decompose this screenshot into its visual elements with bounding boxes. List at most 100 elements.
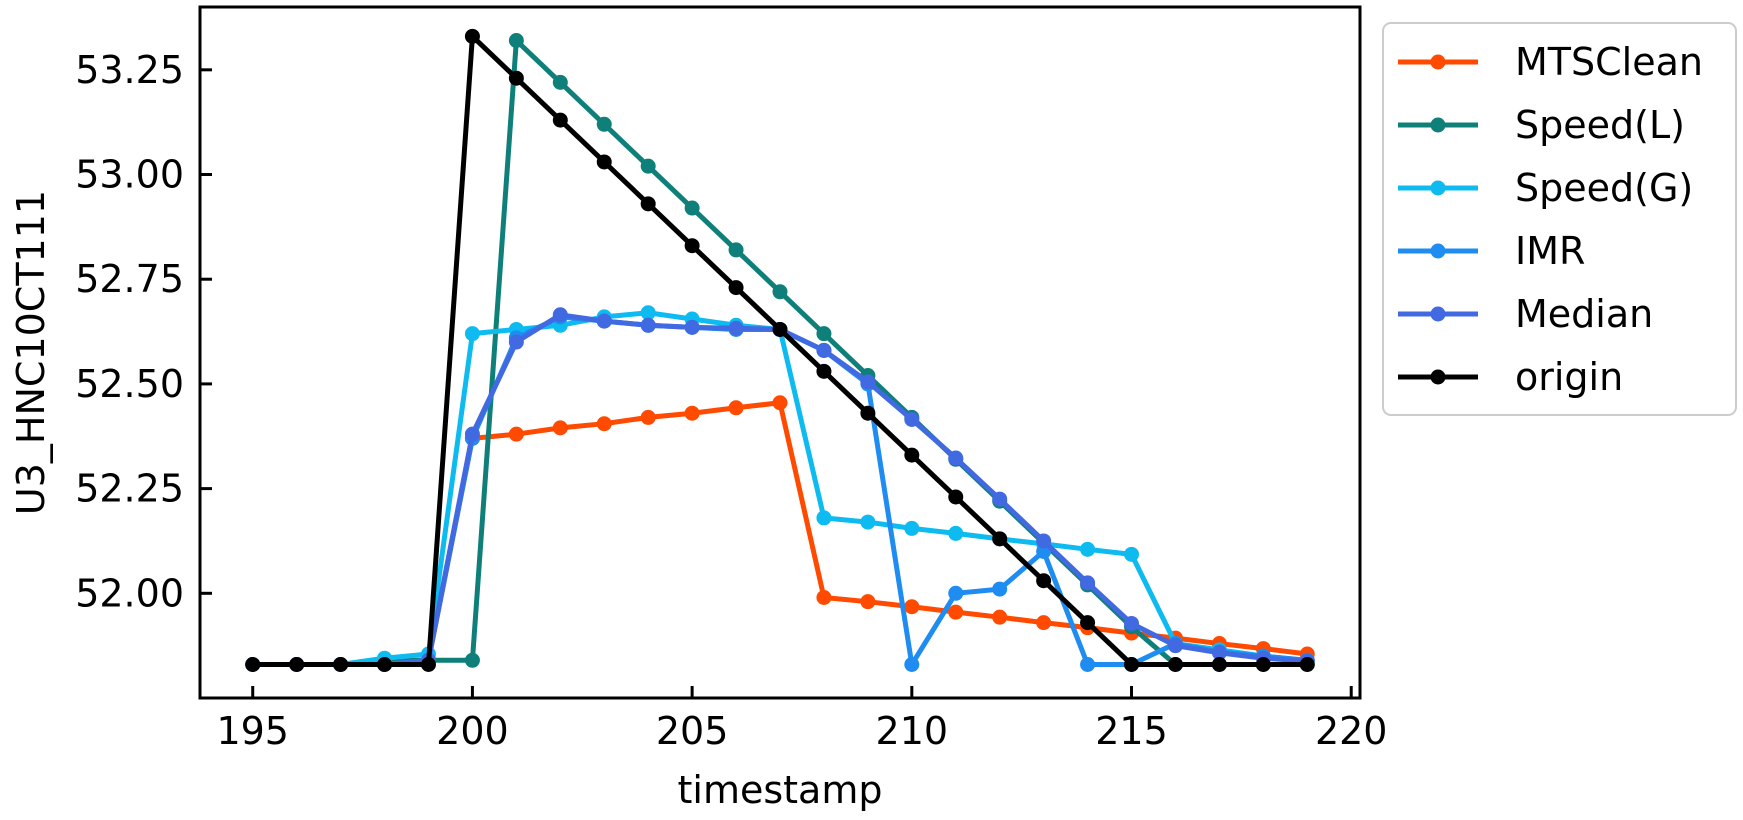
data-point [684,319,700,335]
legend-swatch-marker [1430,54,1446,70]
data-point [289,656,305,672]
data-point [1036,533,1052,549]
legend-label: origin [1515,355,1623,399]
y-tick-label: 52.75 [75,257,184,301]
data-point [640,317,656,333]
data-point [640,409,656,425]
data-point [728,400,744,416]
data-point [904,656,920,672]
legend-box [1382,22,1737,416]
data-point [508,33,524,49]
legend-swatch-marker [1430,369,1446,385]
data-point [816,589,832,605]
x-axis-title: timestamp [678,768,883,812]
data-point [640,158,656,174]
data-point [992,609,1008,625]
data-point [684,405,700,421]
data-point [860,594,876,610]
data-point [1080,575,1096,591]
legend-item: MTSClean [1398,40,1703,84]
data-point [1167,638,1183,654]
data-point [992,491,1008,507]
data-point [596,416,612,432]
data-point [596,116,612,132]
data-point [904,447,920,463]
data-point [1080,656,1096,672]
data-point [772,395,788,411]
data-point [420,656,436,672]
plot-frame [198,5,1362,700]
legend-swatch-marker [1430,180,1446,196]
y-tick-label: 53.00 [75,153,184,197]
legend-item: Speed(G) [1398,166,1693,210]
data-point [596,313,612,329]
y-tick-label: 52.50 [75,362,184,406]
legend: MTSClean Speed(L) Speed(G) IMR Median origin [1382,22,1737,416]
data-point [1211,656,1227,672]
data-point [333,656,349,672]
data-point [816,342,832,358]
data-point [552,307,568,323]
data-point [992,581,1008,597]
x-tick-label: 220 [1315,709,1388,753]
data-point [772,284,788,300]
data-point [1036,615,1052,631]
data-point [1080,615,1096,631]
data-point [816,510,832,526]
data-point [508,426,524,442]
legend-item: Speed(L) [1398,103,1685,147]
legend-item: IMR [1398,229,1585,273]
data-point [728,320,744,336]
data-point [245,656,261,672]
legend-swatch-marker [1430,243,1446,259]
data-point [992,531,1008,547]
x-tick-label: 215 [1095,709,1168,753]
data-point [684,200,700,216]
legend-swatch-marker [1430,306,1446,322]
legend-label: MTSClean [1515,40,1703,84]
data-point [464,326,480,342]
data-point [1211,645,1227,661]
data-point [728,280,744,296]
data-point [1124,656,1140,672]
data-point [552,420,568,436]
legend-label: Speed(G) [1515,166,1693,210]
data-point [904,520,920,536]
data-point [464,28,480,44]
data-point [1255,656,1271,672]
data-point [640,305,656,321]
data-point [816,363,832,379]
data-point [1299,656,1315,672]
data-point [948,604,964,620]
x-axis-ticks: 195 200 205 210 215 220 [216,686,1387,753]
data-point [684,238,700,254]
data-point [596,154,612,170]
data-point [1080,541,1096,557]
data-point [860,374,876,390]
y-tick-label: 52.25 [75,467,184,511]
legend-label: IMR [1515,229,1585,273]
legend-label: Speed(L) [1515,103,1685,147]
data-point [904,599,920,615]
y-axis-ticks: 52.00 52.25 52.50 52.75 53.00 53.25 [75,48,212,615]
data-point [904,412,920,428]
data-point [728,242,744,258]
legend-item: origin [1398,355,1623,399]
data-point [464,426,480,442]
data-point [948,525,964,541]
legend-item: Median [1398,292,1653,336]
data-point [552,112,568,128]
data-point [552,74,568,90]
data-point [508,334,524,350]
legend-label: Median [1515,292,1653,336]
data-point [860,405,876,421]
data-point [1124,546,1140,562]
data-point [860,514,876,530]
x-tick-label: 210 [876,709,949,753]
data-point [816,326,832,342]
x-tick-label: 205 [656,709,729,753]
series-origin [245,28,1315,672]
data-point [1036,573,1052,589]
legend-swatch-marker [1430,117,1446,133]
